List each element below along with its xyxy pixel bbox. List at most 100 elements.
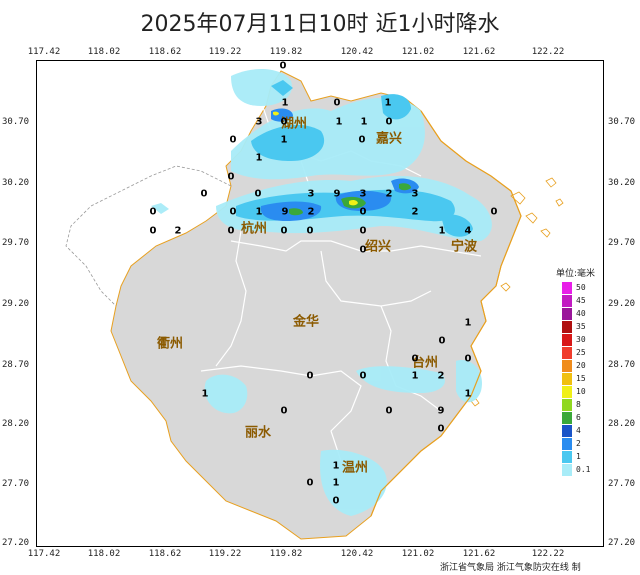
station-value: 1	[201, 388, 209, 400]
y-tick-left: 30.70	[2, 117, 30, 127]
legend-label: 20	[576, 361, 586, 370]
y-tick-left: 30.20	[2, 178, 30, 188]
station-value: 4	[464, 225, 472, 237]
station-value: 0	[333, 97, 341, 109]
station-value: 0	[306, 370, 314, 382]
y-tick-left: 27.20	[2, 538, 30, 548]
y-tick-right: 29.20	[608, 299, 636, 309]
legend-label: 8	[576, 400, 581, 409]
map-frame	[36, 60, 604, 547]
x-tick-bottom: 118.62	[148, 549, 182, 559]
rain-peak	[273, 111, 358, 206]
station-value: 0	[306, 225, 314, 237]
y-tick-left: 28.70	[2, 360, 30, 370]
neighbor-boundary	[65, 165, 232, 307]
station-value: 1	[332, 460, 340, 472]
city-label-jinhua: 金华	[292, 314, 320, 330]
legend-swatch	[562, 438, 572, 450]
station-value: 1	[255, 152, 263, 164]
legend-label: 0.1	[576, 465, 591, 474]
station-value: 0	[279, 60, 287, 72]
station-value: 1	[332, 477, 340, 489]
station-value: 1	[360, 116, 368, 128]
city-label-wenzhou: 温州	[341, 460, 369, 476]
legend-swatch	[562, 451, 572, 463]
station-value: 3	[307, 188, 315, 200]
station-value: 0	[490, 206, 498, 218]
station-value: 0	[227, 171, 235, 183]
station-value: 0	[280, 225, 288, 237]
legend-label: 40	[576, 309, 586, 318]
legend-title: 单位:毫米	[556, 269, 596, 279]
x-tick-top: 118.62	[148, 47, 182, 57]
station-value: 0	[149, 206, 157, 218]
y-tick-left: 28.20	[2, 419, 30, 429]
legend-label: 25	[576, 348, 586, 357]
station-value: 1	[464, 388, 472, 400]
legend-label: 2	[576, 439, 581, 448]
x-tick-bottom: 119.82	[269, 549, 303, 559]
legend-label: 35	[576, 322, 586, 331]
station-value: 0	[359, 225, 367, 237]
station-value: 0	[229, 134, 237, 146]
y-tick-left: 29.70	[2, 238, 30, 248]
y-tick-right: 28.70	[608, 360, 636, 370]
legend-swatch	[562, 308, 572, 320]
y-tick-left: 27.70	[2, 479, 30, 489]
station-value: 2	[437, 370, 445, 382]
legend-swatch	[562, 425, 572, 437]
x-tick-top: 121.02	[401, 47, 435, 57]
legend-swatch	[562, 386, 572, 398]
station-value: 9	[437, 405, 445, 417]
x-tick-bottom: 120.42	[340, 549, 374, 559]
x-tick-top: 121.62	[462, 47, 496, 57]
x-tick-top: 117.42	[27, 47, 61, 57]
station-value: 0	[385, 116, 393, 128]
legend-label: 30	[576, 335, 586, 344]
legend-label: 4	[576, 426, 581, 435]
legend-swatch	[562, 282, 572, 294]
station-value: 0	[332, 495, 340, 507]
station-value: 0	[438, 335, 446, 347]
y-tick-right: 28.20	[608, 419, 636, 429]
city-label-lishui: 丽水	[244, 425, 272, 441]
x-tick-bottom: 121.02	[401, 549, 435, 559]
station-value: 0	[254, 188, 262, 200]
legend-label: 10	[576, 387, 586, 396]
legend-label: 50	[576, 283, 586, 292]
station-value: 0	[359, 244, 367, 256]
station-value: 1	[411, 370, 419, 382]
x-tick-bottom: 117.42	[27, 549, 61, 559]
y-tick-right: 30.70	[608, 117, 636, 127]
city-label-hangzhou: 杭州	[240, 221, 268, 237]
x-tick-bottom: 119.22	[208, 549, 242, 559]
x-tick-bottom: 122.22	[531, 549, 565, 559]
station-value: 0	[464, 353, 472, 365]
x-tick-top: 122.22	[531, 47, 565, 57]
station-value: 0	[358, 134, 366, 146]
station-value: 2	[174, 225, 182, 237]
station-value: 1	[281, 97, 289, 109]
station-value: 0	[306, 477, 314, 489]
city-label-taizhou: 台州	[411, 355, 439, 371]
map-title: 2025年07月11日10时 近1小时降水	[140, 12, 500, 37]
x-tick-top: 120.42	[340, 47, 374, 57]
station-value: 2	[307, 206, 315, 218]
legend-swatch	[562, 295, 572, 307]
legend-swatch	[562, 399, 572, 411]
station-value: 0	[359, 370, 367, 382]
legend-label: 15	[576, 374, 586, 383]
legend-swatch	[562, 321, 572, 333]
station-value: 9	[281, 206, 289, 218]
y-tick-right: 27.20	[608, 538, 636, 548]
legend-swatch	[562, 373, 572, 385]
coastline	[370, 110, 522, 517]
station-value: 0	[200, 188, 208, 200]
station-value: 1	[335, 116, 343, 128]
station-value: 1	[384, 97, 392, 109]
station-value: 0	[280, 405, 288, 417]
x-tick-bottom: 118.02	[87, 549, 121, 559]
legend-swatch	[562, 347, 572, 359]
station-value: 1	[280, 134, 288, 146]
city-label-ningbo: 宁波	[450, 239, 478, 255]
